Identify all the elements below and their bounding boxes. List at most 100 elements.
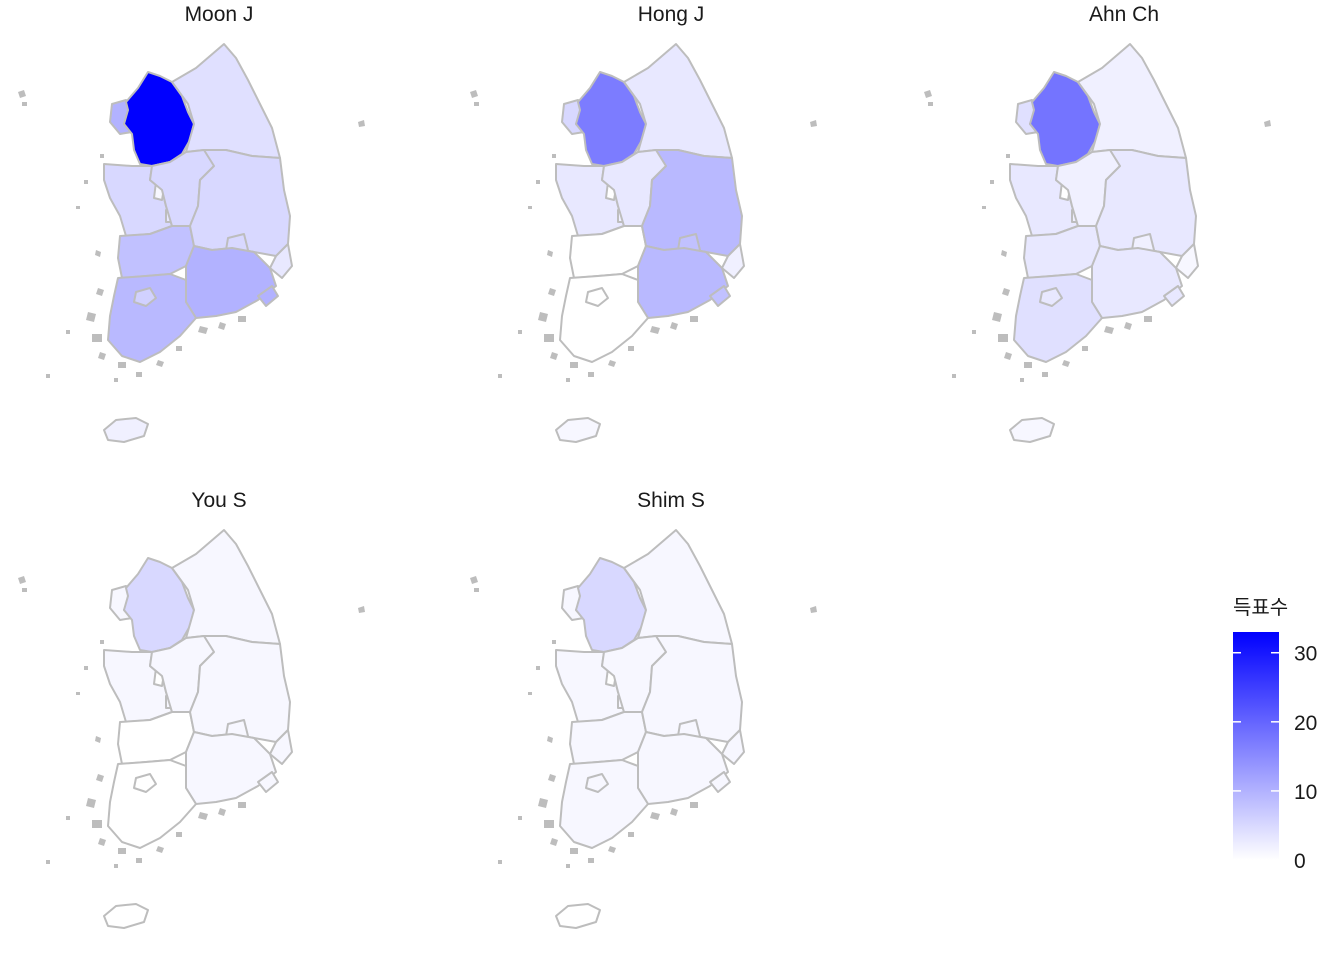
island-shape — [547, 736, 553, 743]
island-shape — [570, 848, 578, 854]
region-gangwon — [171, 529, 281, 645]
legend-tick-label: 0 — [1294, 850, 1306, 873]
island-shape — [608, 846, 616, 853]
map-panel — [18, 529, 365, 929]
panel-title: Hong J — [638, 3, 705, 26]
island-shape — [548, 774, 556, 782]
panel-title: Ahn Ch — [1089, 3, 1159, 26]
island-shape — [176, 832, 182, 837]
island-shape — [552, 154, 556, 158]
island-shape — [96, 774, 104, 782]
map-panel — [924, 43, 1271, 443]
island-shape — [670, 808, 678, 816]
color-legend: 득표수 0 10 20 30 — [1233, 595, 1317, 873]
island-shape — [118, 362, 126, 368]
island-shape — [566, 378, 570, 382]
island-shape — [650, 326, 660, 334]
island-shape — [690, 802, 698, 808]
island-shape — [1004, 352, 1012, 360]
island-shape — [650, 812, 660, 820]
island-shape — [566, 864, 570, 868]
island-shape — [544, 334, 554, 342]
region-ulsan — [269, 729, 293, 765]
island-shape — [156, 846, 164, 853]
island-shape — [18, 90, 26, 98]
island-shape — [1024, 362, 1032, 368]
island-shape — [86, 312, 96, 322]
region-jeonnam — [107, 759, 197, 849]
legend-colorbar — [1233, 632, 1279, 860]
island-shape — [66, 816, 70, 820]
map-panels: Moon J Hong J Ahn Ch You S Shim S — [18, 3, 1271, 929]
island-shape — [550, 352, 558, 360]
island-shape — [928, 102, 933, 106]
island-shape — [547, 250, 553, 257]
island-shape — [218, 808, 226, 816]
island-shape — [76, 206, 80, 209]
legend-ticks: 0 10 20 30 — [1233, 643, 1317, 873]
island-shape — [628, 346, 634, 351]
map-panel — [470, 43, 817, 443]
island-shape — [588, 372, 594, 377]
island-shape — [86, 798, 96, 808]
island-shape — [1124, 322, 1132, 330]
island-shape — [474, 588, 479, 592]
island-shape — [1020, 378, 1024, 382]
island-shape — [100, 640, 104, 644]
island-shape — [550, 838, 558, 846]
island-shape — [84, 180, 88, 184]
island-shape — [156, 360, 164, 367]
island-shape — [528, 206, 532, 209]
region-gwangju — [585, 287, 609, 307]
region-jeonnam — [107, 273, 197, 363]
region-busan — [257, 285, 279, 307]
island-shape — [536, 666, 540, 670]
island-shape — [358, 120, 365, 127]
island-shape — [92, 334, 102, 342]
island-shape — [982, 206, 986, 209]
region-gwangju — [1039, 287, 1063, 307]
region-gangwon — [171, 43, 281, 159]
island-shape — [536, 180, 540, 184]
region-busan — [257, 771, 279, 793]
island-shape — [628, 832, 634, 837]
island-shape — [136, 372, 142, 377]
island-shape — [238, 316, 246, 322]
island-shape — [538, 312, 548, 322]
panel-title: Moon J — [185, 3, 254, 26]
region-gwangju — [585, 773, 609, 793]
region-jeonnam — [559, 759, 649, 849]
island-shape — [690, 316, 698, 322]
island-shape — [92, 820, 102, 828]
island-shape — [990, 180, 994, 184]
island-shape — [498, 374, 502, 378]
region-busan — [709, 285, 731, 307]
island-shape — [198, 326, 208, 334]
island-shape — [1006, 154, 1010, 158]
region-gangwon — [623, 529, 733, 645]
island-shape — [952, 374, 956, 378]
island-shape — [998, 334, 1008, 342]
island-shape — [238, 802, 246, 808]
region-gyeongnam — [185, 245, 277, 319]
island-shape — [1001, 250, 1007, 257]
island-shape — [114, 378, 118, 382]
island-shape — [98, 838, 106, 846]
region-jeonnam — [1013, 273, 1103, 363]
island-shape — [100, 154, 104, 158]
island-shape — [992, 312, 1002, 322]
island-shape — [588, 858, 594, 863]
island-shape — [810, 120, 817, 127]
panel-title: You S — [191, 489, 246, 512]
island-shape — [136, 858, 142, 863]
region-gangwon — [623, 43, 733, 159]
island-shape — [218, 322, 226, 330]
island-shape — [670, 322, 678, 330]
island-shape — [470, 576, 478, 584]
island-shape — [114, 864, 118, 868]
island-shape — [95, 250, 101, 257]
island-shape — [1144, 316, 1152, 322]
island-shape — [118, 848, 126, 854]
island-shape — [498, 860, 502, 864]
